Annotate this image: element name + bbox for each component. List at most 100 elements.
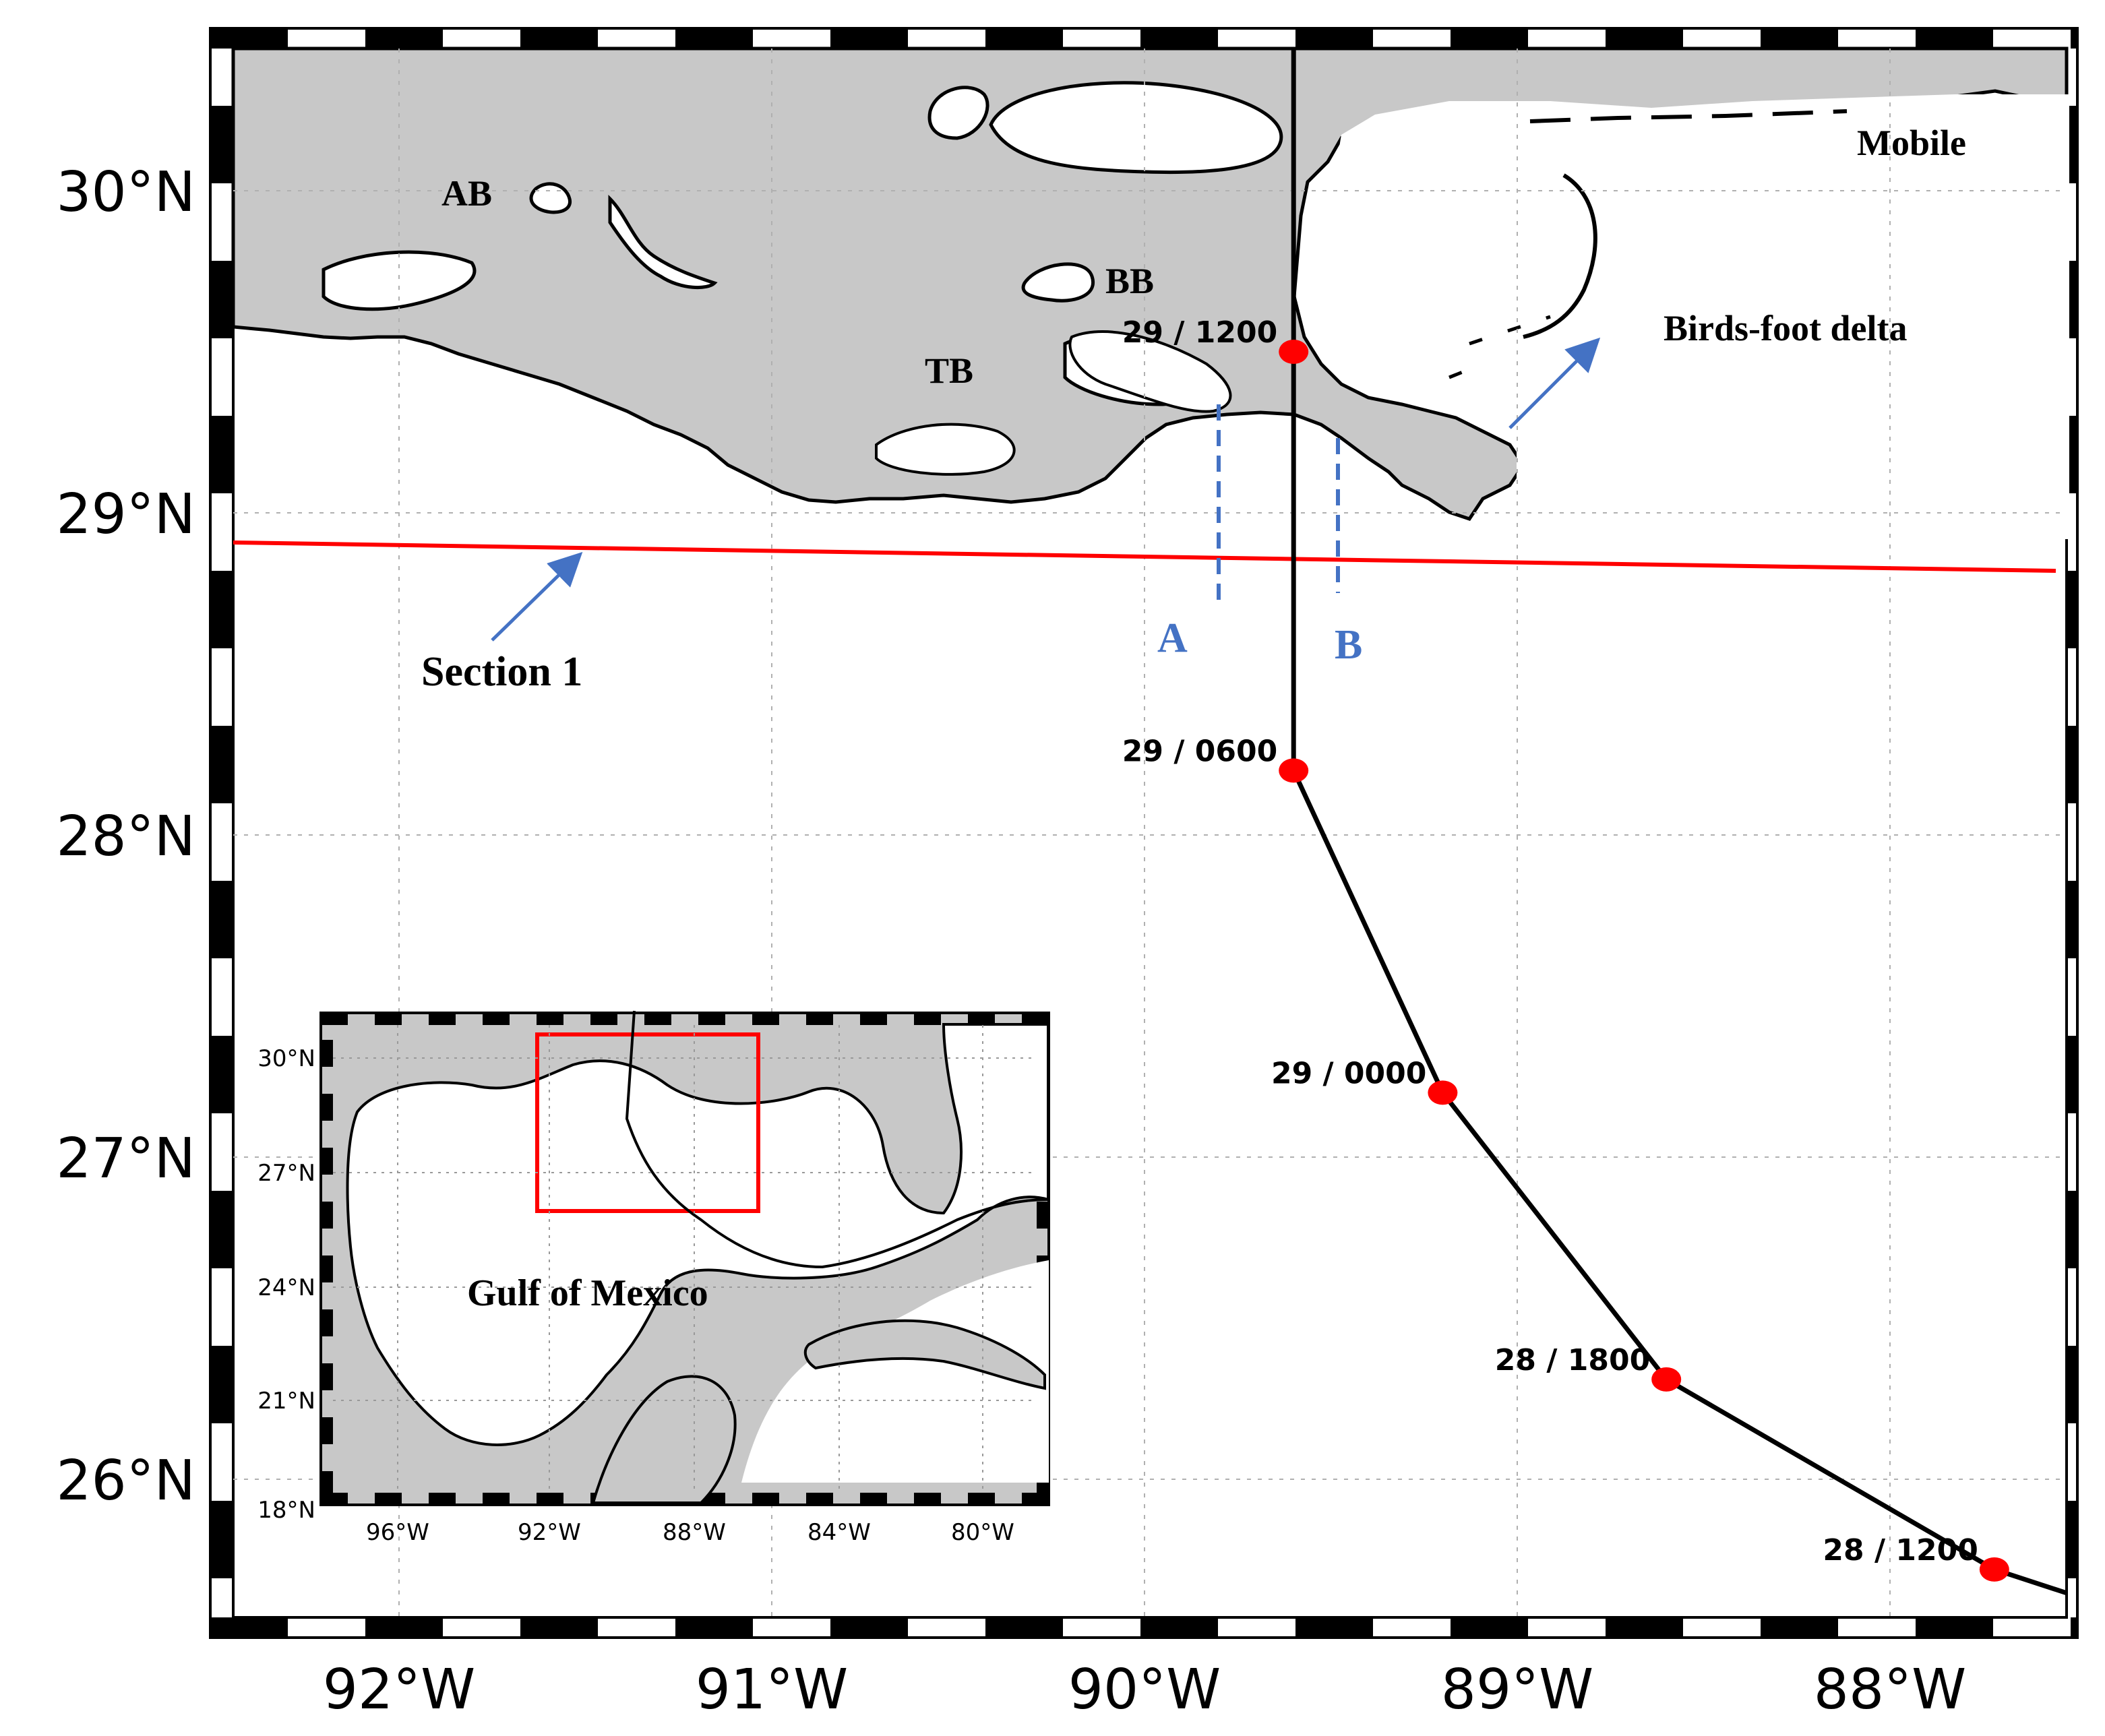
inset-map: Gulf of Mexico 30°N 27°N 24°N 21°N 18°N 96°W… [257, 1010, 1050, 1546]
label-section-1: Section 1 [421, 649, 582, 695]
label-bb: BB [1105, 261, 1154, 301]
frame-bar-left [210, 416, 233, 493]
inset-bar-top [429, 1013, 456, 1025]
inset-latitude-tick-label: 27°N [257, 1160, 315, 1187]
latitude-tick-label: 28°N [56, 805, 195, 869]
frame-bar-bottom [365, 1617, 443, 1638]
inset-bar-left [321, 1417, 333, 1444]
frame-bar-top [1606, 28, 1683, 49]
lake-pontchartrain [989, 81, 1283, 175]
frame-bar-top [985, 28, 1063, 49]
latitude-labels: 30°N 29°N 28°N 27°N 26°N [56, 160, 195, 1513]
track-point [1979, 1557, 2009, 1582]
section-1-arrow [491, 552, 583, 642]
inset-longitude-tick-label: 96°W [366, 1519, 429, 1546]
track-time-label: 29 / 0000 [1271, 1056, 1426, 1090]
frame-bar-left [210, 726, 233, 803]
lake-maurepas [927, 86, 989, 140]
track-point [1651, 1367, 1682, 1392]
longitude-tick-label: 90°W [1068, 1658, 1221, 1722]
small-islands [1448, 315, 1551, 379]
calcasieu-lake [322, 250, 477, 311]
inset-longitude-labels: 96°W 92°W 88°W 84°W 80°W [366, 1519, 1014, 1546]
inset-bar-bottom [375, 1493, 402, 1505]
inset-bar-bottom [537, 1493, 563, 1505]
track-time-label: 29 / 0600 [1122, 734, 1277, 768]
frame-bar-top [520, 28, 598, 49]
frame-bar-top [1140, 28, 1218, 49]
inset-gulf-water [346, 1023, 1049, 1446]
inset-yucatan [591, 1375, 737, 1504]
delta-marsh [1068, 330, 1232, 413]
inset-bar-top [321, 1013, 348, 1025]
inset-bar-bottom [429, 1493, 456, 1505]
inset-bar-left [321, 1202, 333, 1229]
frame-bar-top [1451, 28, 1528, 49]
frame-tick-bars [210, 28, 2077, 1638]
frame-bar-bottom [830, 1617, 908, 1638]
inset-bar-top [483, 1013, 510, 1025]
frame-bar-bottom [1451, 1617, 1528, 1638]
frame-bar-top [830, 28, 908, 49]
inset-bar-right [1037, 1202, 1049, 1229]
frame-bar-bottom [1916, 1617, 1993, 1638]
open-water-east [1321, 94, 2069, 539]
inset-bar-top [968, 1013, 995, 1025]
frame-bar-right [2067, 1036, 2077, 1113]
inset-bar-top [860, 1013, 887, 1025]
frame-bar-top [1916, 28, 1993, 49]
grand-lake [608, 194, 718, 290]
inset-latitude-tick-label: 21°N [257, 1388, 315, 1415]
track-time-label: 29 / 1200 [1122, 315, 1277, 350]
inset-bar-top [752, 1013, 779, 1025]
label-tb: TB [925, 350, 973, 391]
inset-bar-top [914, 1013, 941, 1025]
longitude-labels: 92°W 91°W 90°W 89°W 88°W [323, 1658, 1966, 1722]
inset-bar-bottom [968, 1493, 995, 1505]
inset-latitude-tick-label: 18°N [257, 1497, 315, 1524]
inset-caribbean-water [741, 1260, 1049, 1483]
frame-bar-top [2071, 28, 2077, 49]
inset-bar-left [321, 1309, 333, 1336]
lake-ab [529, 182, 572, 214]
frame-bar-bottom [520, 1617, 598, 1638]
label-transect-b: B [1335, 622, 1362, 668]
frame-bar-bottom [1761, 1617, 1838, 1638]
longitude-tick-label: 89°W [1441, 1658, 1593, 1722]
inset-longitude-tick-label: 92°W [518, 1519, 581, 1546]
inset-longitude-tick-label: 84°W [807, 1519, 871, 1546]
inset-bar-left [321, 1471, 333, 1498]
track-points: 28 / 1200 28 / 1800 29 / 0000 29 / 0600 29 /… [1122, 315, 2009, 1582]
frame-bar-left [210, 1036, 233, 1113]
longitude-tick-label: 92°W [323, 1658, 475, 1722]
frame-bar-top [1295, 28, 1373, 49]
track-time-label: 28 / 1800 [1495, 1343, 1650, 1377]
frame-bar-top [365, 28, 443, 49]
frame-bar-left [210, 881, 233, 958]
track-point [1279, 340, 1309, 364]
inset-hurricane-track [625, 1010, 1049, 1269]
inset-bar-left [321, 1094, 333, 1121]
latitude-tick-label: 26°N [56, 1449, 195, 1513]
section-1-line [233, 540, 2056, 573]
frame-bar-top [675, 28, 753, 49]
frame-bar-bottom [1606, 1617, 1683, 1638]
frame-bar-right [2067, 1191, 2077, 1268]
inset-bar-left [321, 1363, 333, 1390]
inset-bar-bottom [483, 1493, 510, 1505]
frame-bar-left [210, 1346, 233, 1423]
label-transect-a: A [1157, 615, 1188, 661]
inset-bar-top [698, 1013, 725, 1025]
inset-bar-left [321, 1040, 333, 1067]
frame-bar-right [2067, 1346, 2077, 1423]
frame-bar-bottom [1295, 1617, 1373, 1638]
frame-bar-right [2067, 881, 2077, 958]
frame-bar-left [210, 1191, 233, 1268]
latitude-tick-label: 29°N [56, 483, 195, 547]
frame-bar-right [2067, 726, 2077, 803]
latitude-tick-label: 27°N [56, 1127, 195, 1191]
track-time-label: 28 / 1200 [1823, 1533, 1978, 1568]
inset-study-area-box [535, 1032, 760, 1213]
frame-bar-left [210, 1501, 233, 1578]
